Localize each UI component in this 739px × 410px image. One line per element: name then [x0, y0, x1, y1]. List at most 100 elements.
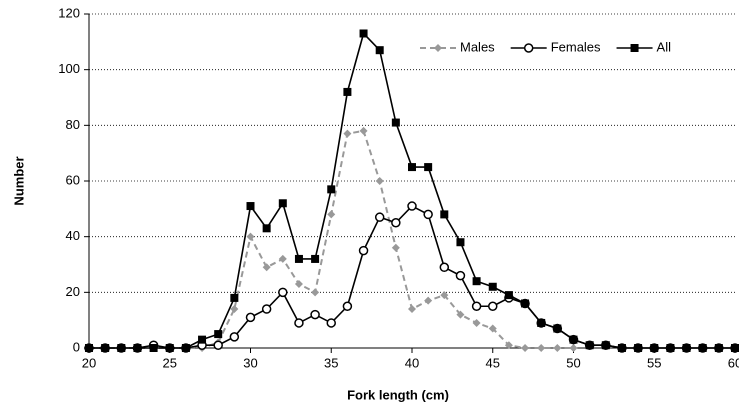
marker [523, 43, 534, 53]
marker [230, 293, 239, 302]
marker [294, 279, 303, 288]
marker [424, 163, 433, 172]
marker [85, 344, 93, 352]
marker [471, 301, 482, 311]
marker [149, 344, 158, 352]
x-tick-label: 45 [486, 355, 500, 370]
marker [375, 177, 384, 185]
marker [359, 126, 368, 135]
x-axis-label: Fork length (cm) [347, 387, 449, 402]
marker [133, 344, 142, 352]
x-tick-label: 35 [324, 355, 338, 370]
marker [440, 291, 449, 300]
legend-label: Males [460, 39, 495, 54]
marker [278, 287, 288, 298]
x-tick-label: 20 [82, 355, 96, 370]
marker [434, 44, 442, 52]
marker [553, 344, 562, 352]
marker [278, 199, 287, 208]
marker [246, 232, 255, 241]
y-tick-label: 60 [66, 172, 80, 187]
marker [521, 344, 530, 352]
y-tick-label: 0 [73, 339, 80, 354]
marker [569, 344, 578, 352]
y-tick-label: 80 [66, 117, 80, 132]
marker [439, 262, 450, 273]
marker [327, 210, 336, 219]
marker [488, 324, 497, 333]
marker [455, 270, 466, 281]
marker [407, 201, 417, 211]
marker [245, 312, 256, 323]
marker [601, 341, 610, 350]
marker [650, 344, 659, 352]
y-axis-label: Number [11, 156, 26, 205]
marker [456, 238, 465, 247]
series-line [89, 205, 735, 349]
marker [262, 224, 271, 233]
marker [682, 344, 691, 352]
marker [101, 344, 110, 352]
marker [198, 335, 207, 344]
marker [311, 288, 320, 297]
marker [537, 344, 546, 352]
marker [698, 344, 707, 352]
marker [262, 263, 271, 272]
series-line [89, 129, 574, 349]
marker [374, 212, 385, 222]
marker [666, 344, 675, 352]
marker [440, 210, 449, 219]
marker [181, 344, 190, 352]
marker [391, 218, 401, 228]
marker [358, 245, 369, 256]
marker [261, 304, 272, 314]
y-tick-label: 40 [66, 228, 80, 243]
y-tick-label: 120 [58, 5, 80, 20]
y-tick-label: 20 [66, 284, 80, 299]
marker [456, 310, 465, 319]
marker [488, 301, 498, 311]
marker [424, 296, 433, 305]
marker [553, 324, 562, 333]
marker [343, 129, 352, 138]
marker [537, 318, 546, 327]
marker [278, 254, 287, 263]
marker [521, 299, 530, 308]
marker [408, 305, 416, 314]
x-tick-label: 50 [566, 355, 580, 370]
marker [731, 344, 739, 352]
marker [117, 344, 126, 352]
marker [504, 341, 513, 350]
marker [504, 291, 513, 300]
marker [617, 344, 626, 352]
legend-label: Females [551, 39, 601, 54]
x-tick-label: 60 [728, 355, 739, 370]
marker [488, 282, 497, 291]
marker [214, 330, 223, 339]
marker [569, 335, 578, 344]
marker [472, 277, 481, 286]
y-tick-label: 100 [58, 61, 80, 76]
marker [310, 309, 320, 320]
marker [359, 29, 368, 38]
marker [229, 332, 240, 342]
x-tick-label: 25 [163, 355, 177, 370]
marker [714, 344, 723, 352]
marker [294, 318, 304, 328]
series-line [89, 31, 735, 349]
x-tick-label: 40 [405, 355, 419, 370]
marker [585, 341, 594, 350]
x-tick-label: 55 [647, 355, 661, 370]
marker [342, 301, 353, 311]
marker [326, 318, 336, 328]
marker [213, 340, 223, 350]
marker [391, 118, 400, 127]
marker [375, 46, 384, 55]
marker [423, 209, 433, 220]
marker [294, 254, 303, 263]
marker [311, 254, 320, 263]
legend-label: All [657, 39, 672, 54]
marker [246, 202, 255, 211]
marker [165, 344, 174, 352]
